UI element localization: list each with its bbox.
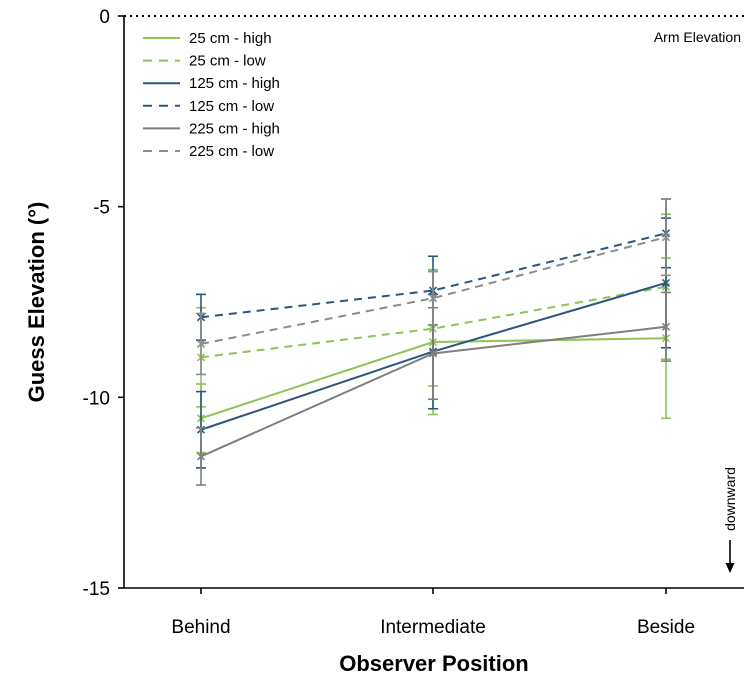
series-225-cm-low — [196, 198, 671, 376]
legend-label: 225 cm - high — [189, 120, 280, 137]
data-point-marker — [428, 294, 438, 303]
y-tick-label: -5 — [93, 198, 110, 219]
y-tick-label: 0 — [99, 7, 110, 28]
data-point-marker — [661, 233, 671, 242]
data-point-marker — [661, 278, 671, 287]
x-tick-label: Behind — [171, 617, 230, 638]
downward-annotation: downward — [722, 467, 738, 573]
legend: 25 cm - high 25 cm - low 125 cm - high 125 … — [143, 30, 280, 160]
x-tick-label: Intermediate — [380, 617, 486, 638]
data-point-marker — [661, 322, 671, 331]
legend-label: 225 cm - low — [189, 143, 274, 160]
legend-label: 125 cm - high — [189, 75, 280, 92]
arm-elevation-label: Arm Elevation — [654, 29, 741, 45]
legend-label: 25 cm - high — [189, 30, 272, 47]
y-axis-title: Guess Elevation (°) — [24, 202, 49, 403]
data-point-marker — [196, 452, 206, 461]
legend-label: 125 cm - low — [189, 98, 274, 115]
plot-area — [196, 198, 671, 486]
y-tick-label: -15 — [83, 579, 110, 600]
legend-label: 25 cm - low — [189, 53, 266, 70]
series-line — [200, 236, 667, 345]
axes — [123, 16, 744, 589]
downward-arrow-icon — [725, 563, 735, 573]
x-tick-label: Beside — [637, 617, 695, 638]
series-line — [200, 285, 667, 359]
downward-label: downward — [722, 467, 738, 531]
data-point-marker — [428, 349, 438, 358]
y-tick-label: -10 — [83, 388, 110, 409]
reference-line-group: Arm Elevation — [124, 15, 744, 45]
data-point-marker — [196, 339, 206, 349]
x-axis-title: Observer Position — [339, 651, 529, 676]
series-line — [200, 232, 667, 319]
ticks: 0 -5 -10 -15 Behind Intermediate Beside — [83, 7, 696, 638]
